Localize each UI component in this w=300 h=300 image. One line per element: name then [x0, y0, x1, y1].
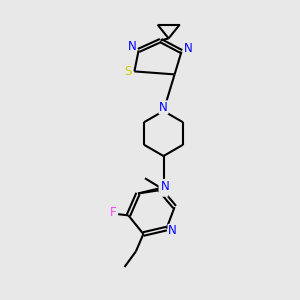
Text: N: N [159, 183, 168, 196]
Text: N: N [159, 101, 168, 114]
Text: N: N [128, 40, 136, 53]
Text: F: F [110, 206, 116, 219]
Text: S: S [124, 65, 131, 78]
Text: N: N [160, 179, 169, 193]
Text: N: N [168, 224, 177, 238]
Text: N: N [184, 41, 193, 55]
